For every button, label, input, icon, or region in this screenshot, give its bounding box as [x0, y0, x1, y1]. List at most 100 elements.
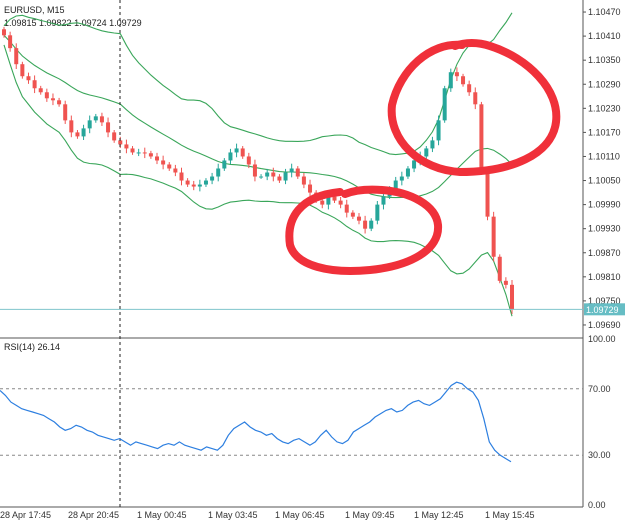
candle-body: [57, 100, 62, 105]
price-tick-label: 1.10110: [588, 151, 620, 161]
candle-body: [161, 160, 166, 165]
time-axis-label: 1 May 15:45: [485, 510, 535, 520]
rsi-tick-label: 30.00: [588, 450, 611, 460]
price-tick-label: 1.09690: [588, 320, 621, 330]
time-axis-label: 28 Apr 20:45: [68, 510, 119, 520]
candle-body: [295, 168, 300, 177]
rsi-label: RSI(14) 26.14: [4, 342, 60, 352]
time-axis-label: 1 May 09:45: [345, 510, 395, 520]
rsi-tick-label: 100.00: [588, 334, 616, 344]
candle-body: [234, 148, 239, 153]
candle-body: [197, 184, 202, 187]
price-tick-label: 1.10470: [588, 7, 621, 17]
candle-body: [259, 176, 264, 178]
bollinger-band-upper: [3, 12, 513, 156]
candle-body: [510, 284, 514, 310]
candle-body: [473, 92, 478, 105]
candle-body: [203, 180, 208, 185]
candle-body: [277, 176, 282, 181]
candle-body: [479, 104, 484, 173]
price-tick-label: 1.09870: [588, 248, 621, 258]
chart-symbol-label: EURUSD, M15: [4, 5, 65, 15]
rsi-line: [0, 381, 512, 463]
candle-body: [405, 168, 410, 177]
time-axis-label: 1 May 06:45: [275, 510, 325, 520]
candle-body: [173, 168, 178, 173]
candle-body: [167, 164, 172, 169]
time-axis-label: 28 Apr 17:45: [0, 510, 51, 520]
candle-body: [363, 220, 368, 229]
bollinger-band-middle: [3, 34, 513, 199]
price-tick-label: 1.10410: [588, 31, 621, 41]
candle-body: [106, 122, 111, 133]
candle-body: [14, 48, 19, 65]
candle-body: [155, 156, 160, 161]
candle-body: [246, 156, 251, 165]
candle-body: [424, 148, 429, 157]
candle-body: [148, 153, 153, 157]
candle-body: [467, 84, 472, 93]
candle-body: [240, 148, 245, 157]
candle-body: [356, 216, 361, 221]
rsi-tick-label: 0.00: [588, 500, 606, 510]
candle-body: [393, 180, 398, 189]
candle-body: [93, 116, 98, 121]
candle-body: [430, 140, 435, 149]
candle-body: [497, 256, 502, 281]
candle-body: [381, 196, 386, 205]
candle-body: [75, 132, 80, 137]
candle-body: [369, 220, 374, 229]
candle-body: [283, 172, 288, 181]
candle-body: [320, 200, 325, 205]
candle-body: [375, 204, 380, 221]
candle-body: [81, 128, 86, 137]
last-price-tag: [584, 303, 625, 316]
candle-body: [191, 184, 196, 187]
annotation-circle-bottom: [285, 185, 443, 275]
candle-body: [454, 72, 459, 77]
candle-body: [485, 172, 490, 217]
candle-body: [436, 120, 441, 141]
candle-body: [38, 88, 43, 93]
candle-body: [503, 280, 508, 285]
candle-body: [332, 196, 337, 201]
time-axis-label: 1 May 12:45: [414, 510, 464, 520]
candle-body: [412, 160, 417, 169]
candle-body: [210, 176, 215, 181]
candle-body: [63, 104, 68, 121]
candle-body: [118, 140, 123, 145]
candle-body: [461, 76, 466, 85]
candle-body: [350, 212, 355, 217]
bollinger-band-lower: [3, 44, 513, 317]
candle-body: [222, 160, 227, 169]
price-tick-label: 1.09810: [588, 272, 621, 282]
candle-body: [112, 132, 117, 141]
price-tick-label: 1.10290: [588, 79, 621, 89]
time-axis-label: 1 May 03:45: [208, 510, 258, 520]
candle-body: [179, 172, 184, 181]
candle-body: [308, 184, 313, 193]
candle-body: [32, 80, 37, 89]
candle-body: [124, 144, 129, 149]
candle-body: [142, 152, 147, 154]
candle-body: [442, 88, 447, 121]
candle-body: [301, 176, 306, 185]
price-tick-label: 1.10170: [588, 127, 621, 137]
candle-body: [399, 176, 404, 181]
last-price-tag-label: 1.09729: [586, 305, 619, 315]
price-tick-label: 1.09990: [588, 200, 621, 210]
candle-body: [265, 172, 270, 177]
candle-body: [69, 120, 74, 133]
candle-body: [228, 152, 233, 161]
candle-body: [44, 92, 49, 99]
candle-body: [20, 64, 25, 77]
candle-body: [491, 216, 496, 257]
annotation-circle-top: [387, 39, 561, 177]
price-tick-label: 1.09930: [588, 224, 621, 234]
candle-body: [448, 72, 453, 89]
candle-body: [136, 152, 141, 154]
price-tick-label: 1.10230: [588, 103, 621, 113]
candle-body: [271, 172, 276, 177]
candle-body: [50, 98, 55, 101]
